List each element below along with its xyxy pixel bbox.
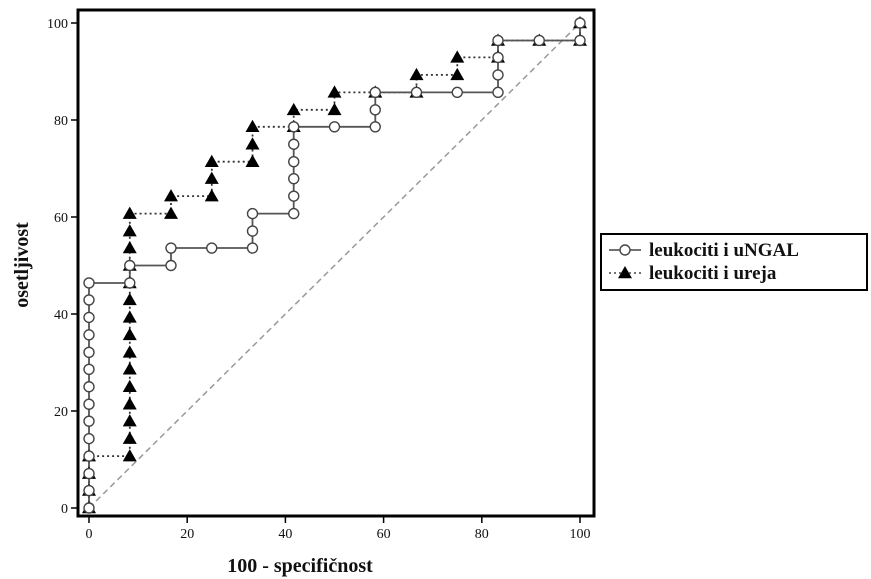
data-point-0 [83, 346, 95, 359]
data-point-0 [246, 207, 259, 220]
y-tick-label: 80 [54, 114, 68, 129]
legend-label-0: leukociti i uNGAL [649, 240, 799, 261]
y-tick-label: 100 [47, 17, 68, 32]
data-point-0 [83, 294, 95, 306]
data-point-0 [206, 242, 218, 254]
x-tick-label: 40 [278, 527, 292, 542]
data-point-1 [204, 189, 219, 202]
data-point-1 [450, 50, 465, 63]
data-point-1 [122, 431, 137, 444]
data-point-1 [450, 67, 465, 81]
data-point-0 [492, 34, 504, 47]
data-point-0 [369, 104, 381, 116]
data-point-1 [122, 345, 137, 358]
data-point-1 [327, 85, 342, 98]
data-point-0 [124, 277, 136, 289]
data-point-0 [83, 329, 95, 341]
data-point-0 [246, 242, 259, 254]
plot-area [82, 16, 587, 514]
data-point-1 [204, 154, 219, 167]
data-point-1 [163, 189, 178, 202]
legend-marker-0 [619, 244, 631, 256]
data-point-0 [83, 398, 95, 410]
data-point-1 [122, 414, 137, 427]
data-point-0 [165, 259, 177, 272]
x-tick-label: 0 [86, 527, 93, 542]
data-point-1 [122, 397, 137, 410]
data-point-0 [288, 207, 300, 220]
data-point-1 [122, 379, 137, 392]
data-point-0 [288, 172, 300, 185]
plot-frame [76, 8, 596, 518]
data-point-0 [83, 277, 95, 289]
data-point-1 [122, 224, 137, 237]
data-point-0 [410, 86, 423, 99]
data-point-1 [122, 362, 137, 375]
data-point-0 [328, 121, 341, 133]
data-point-1 [122, 327, 137, 341]
x-axis-title: 100 - specifičnost [227, 555, 373, 577]
data-point-0 [369, 86, 381, 99]
data-point-0 [83, 432, 95, 445]
data-point-0 [124, 259, 136, 272]
data-point-1 [286, 102, 301, 116]
data-point-0 [574, 17, 586, 29]
data-point-0 [83, 311, 95, 324]
x-tick-label: 100 [570, 527, 591, 542]
data-point-0 [83, 450, 95, 462]
data-point-0 [574, 34, 586, 47]
x-tick-label: 80 [475, 527, 489, 542]
data-point-0 [165, 242, 177, 254]
y-tick-label: 40 [54, 308, 68, 323]
x-tick-label: 20 [180, 527, 194, 542]
data-point-0 [83, 467, 95, 480]
axes: 0 20 40 60 80 100 0 20 40 60 80 100 [47, 8, 596, 542]
y-axis-title: osetljivost [11, 222, 33, 308]
data-point-0 [492, 69, 504, 81]
data-point-0 [83, 484, 95, 497]
data-point-1 [163, 206, 178, 219]
data-point-0 [533, 34, 545, 47]
data-point-1 [122, 449, 137, 462]
data-point-0 [288, 138, 300, 150]
data-point-0 [83, 381, 95, 393]
data-point-0 [288, 156, 300, 168]
data-point-1 [245, 154, 260, 167]
data-point-0 [83, 363, 95, 375]
data-point-1 [245, 137, 260, 150]
x-tick-label: 60 [377, 527, 391, 542]
legend-marker-1 [618, 266, 632, 279]
data-point-1 [327, 102, 342, 116]
y-tick-label: 20 [54, 405, 68, 420]
data-point-0 [492, 51, 504, 64]
data-point-1 [122, 206, 137, 219]
data-point-1 [122, 292, 137, 306]
data-point-0 [451, 86, 463, 99]
legend-box [600, 233, 868, 291]
data-point-1 [409, 67, 424, 81]
y-tick-label: 0 [61, 502, 68, 517]
data-point-0 [288, 121, 300, 133]
data-point-0 [288, 190, 300, 202]
data-point-1 [122, 310, 137, 323]
diagonal-reference-line [88, 22, 581, 509]
legend-label-1: leukociti i ureja [649, 263, 777, 284]
y-tick-label: 60 [54, 211, 68, 226]
data-point-1 [122, 241, 137, 254]
data-point-0 [369, 121, 381, 133]
data-point-1 [204, 171, 219, 184]
data-point-0 [83, 415, 95, 427]
data-point-0 [246, 225, 259, 237]
data-point-0 [492, 86, 504, 99]
data-point-1 [245, 119, 260, 133]
data-point-0 [83, 502, 95, 514]
